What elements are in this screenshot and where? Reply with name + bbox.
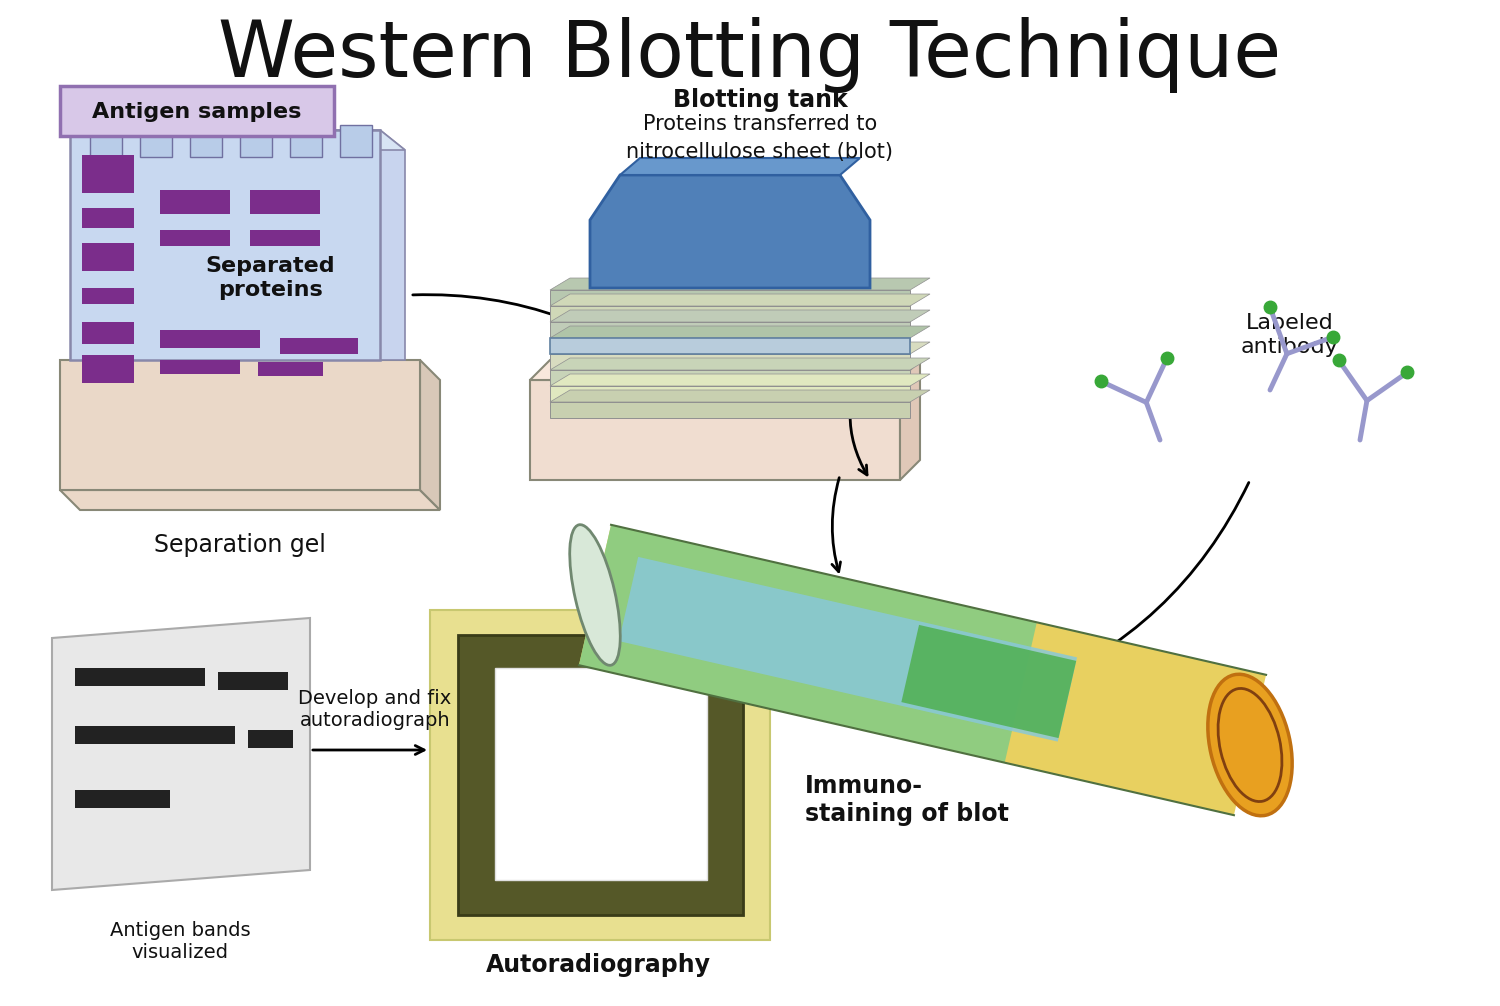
Polygon shape (60, 490, 440, 510)
Text: Immuno-
staining of blot: Immuno- staining of blot (806, 774, 1010, 826)
Polygon shape (579, 525, 1036, 763)
Polygon shape (550, 326, 930, 338)
Bar (217, 672, 288, 690)
Bar (82, 288, 134, 304)
Bar (160, 360, 240, 374)
Bar (160, 230, 230, 246)
Bar (550, 338, 910, 354)
FancyBboxPatch shape (60, 86, 334, 136)
Ellipse shape (570, 525, 621, 665)
Bar (82, 243, 134, 271)
Bar (530, 380, 900, 480)
Text: Western Blotting Technique: Western Blotting Technique (219, 17, 1281, 93)
Polygon shape (70, 130, 405, 150)
Bar (550, 322, 910, 338)
Bar (550, 354, 910, 370)
Bar (240, 125, 272, 157)
Bar (550, 386, 910, 402)
Polygon shape (590, 175, 870, 288)
Text: Antigen bands
visualized: Antigen bands visualized (110, 921, 251, 963)
Bar (75, 668, 206, 686)
Polygon shape (530, 360, 920, 380)
Bar (140, 125, 172, 157)
Bar (160, 190, 230, 214)
Bar (458, 635, 742, 915)
Bar (550, 290, 910, 306)
Bar (290, 125, 322, 157)
Text: Separation gel: Separation gel (154, 533, 326, 557)
Bar (82, 355, 134, 383)
Bar (82, 155, 134, 193)
Bar (70, 130, 380, 360)
Bar (190, 125, 222, 157)
Bar (340, 125, 372, 157)
Polygon shape (902, 625, 1076, 738)
Polygon shape (550, 310, 930, 322)
Polygon shape (550, 278, 930, 290)
Bar (251, 190, 320, 214)
Bar (82, 322, 134, 344)
Polygon shape (579, 525, 1266, 815)
Bar (550, 370, 910, 386)
Polygon shape (550, 374, 930, 386)
Bar (60, 360, 420, 490)
Ellipse shape (1208, 674, 1292, 816)
Polygon shape (420, 360, 440, 510)
Bar (160, 330, 260, 348)
Text: Labeled
antibody: Labeled antibody (1240, 314, 1340, 356)
Bar (550, 402, 910, 418)
Text: Proteins transferred to
nitrocellulose sheet (blot): Proteins transferred to nitrocellulose s… (627, 114, 894, 162)
Polygon shape (900, 360, 920, 480)
Polygon shape (380, 130, 405, 360)
Polygon shape (620, 158, 860, 175)
Polygon shape (550, 358, 930, 370)
Text: Blotting tank: Blotting tank (672, 88, 847, 112)
Bar (495, 668, 706, 880)
Polygon shape (53, 618, 310, 890)
Bar (75, 790, 170, 808)
Polygon shape (550, 294, 930, 306)
Bar (430, 610, 770, 940)
Polygon shape (550, 390, 930, 402)
Text: Separated
proteins: Separated proteins (206, 257, 334, 300)
Bar (248, 730, 292, 748)
Bar (251, 230, 320, 246)
Bar (550, 338, 910, 354)
Polygon shape (620, 557, 1077, 741)
Text: Antigen samples: Antigen samples (93, 102, 302, 122)
Bar (82, 208, 134, 228)
Bar (258, 362, 322, 376)
Bar (75, 726, 236, 744)
Bar (550, 306, 910, 322)
Bar (280, 338, 358, 354)
Polygon shape (550, 342, 930, 354)
Text: Develop and fix
autoradiograph: Develop and fix autoradiograph (298, 689, 452, 730)
Text: Autoradiography: Autoradiography (486, 953, 711, 977)
Bar (90, 125, 122, 157)
